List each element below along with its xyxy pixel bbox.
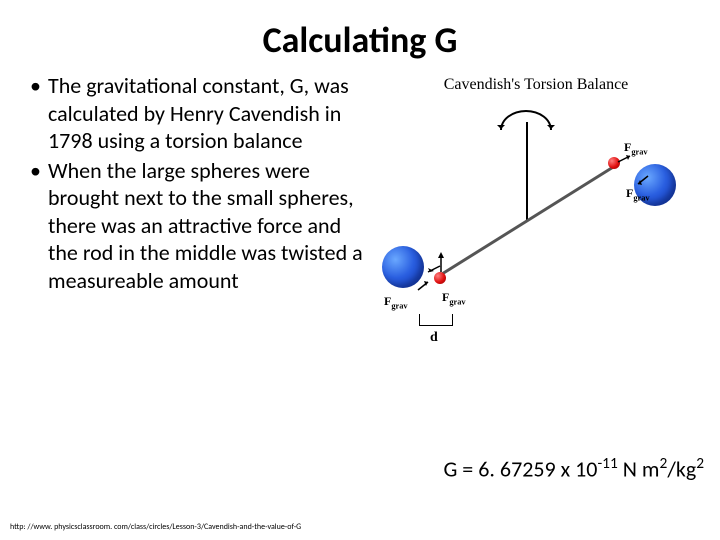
- bullet-marker-icon: •: [30, 157, 48, 295]
- diagram-caption: Cavendish's Torsion Balance: [370, 76, 702, 94]
- torsion-balance-diagram: Fgrav Fgrav Fgrav Fgrav: [386, 102, 686, 382]
- distance-bracket: [419, 320, 453, 326]
- bullet-text: When the large spheres were brought next…: [48, 157, 370, 295]
- distance-label: d: [430, 330, 438, 346]
- force-label-bottom-left: Fgrav: [384, 294, 408, 310]
- force-arrow-icon: [616, 152, 634, 166]
- force-arrow-icon: [414, 280, 432, 294]
- force-label-bottom-left-2: Fgrav: [442, 290, 466, 306]
- equation-text: G = 6. 67259 x 10-11 N m2/kg2: [443, 454, 704, 482]
- up-arrow-icon: [437, 250, 445, 274]
- bracket-tick: [452, 314, 453, 320]
- content-row: • The gravitational constant, G, was cal…: [0, 72, 720, 382]
- diagram-column: Cavendish's Torsion Balance Fgrav: [370, 72, 702, 382]
- bracket-tick: [419, 314, 420, 320]
- torsion-wire: [526, 122, 528, 222]
- bullet-item: • When the large spheres were brought ne…: [30, 157, 370, 295]
- bullet-text: The gravitational constant, G, was calcu…: [48, 72, 370, 155]
- slide-title: Calculating G: [0, 0, 720, 72]
- force-label-top-right-2: Fgrav: [626, 186, 650, 202]
- bullet-item: • The gravitational constant, G, was cal…: [30, 72, 370, 155]
- bullet-list: • The gravitational constant, G, was cal…: [30, 72, 370, 382]
- bullet-marker-icon: •: [30, 72, 48, 155]
- citation-url: http: //www. physicsclassroom. com/class…: [10, 522, 301, 532]
- force-arrow-icon: [634, 174, 652, 188]
